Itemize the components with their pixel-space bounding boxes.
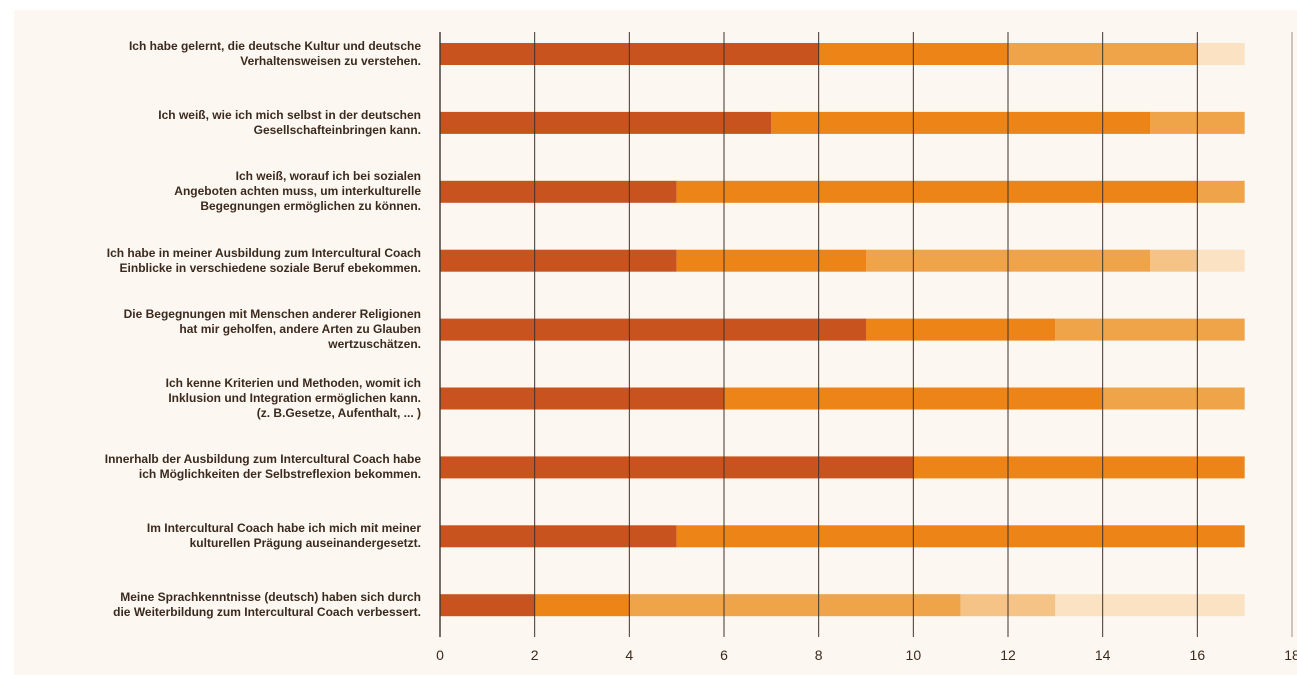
gridlines-layer [439,32,1293,637]
bar-segment-row6-s3 [1102,387,1245,410]
bar-segment-row8-s2 [676,525,1245,548]
bar-segment-row2-s2 [771,111,1150,134]
bar-segment-row4-s1 [440,249,677,272]
bar-segment-row6-s1 [440,387,724,410]
bar-segment-row8-s1 [440,525,677,548]
bar-segment-row3-s3 [1197,180,1245,203]
x-tick-label: 6 [720,647,728,663]
bar-segment-row7-s2 [913,456,1245,479]
bar-segment-row2-s1 [440,111,772,134]
category-label: Ich habe gelernt, die deutsche Kultur un… [128,39,421,68]
bar-segment-row5-s1 [440,318,866,341]
x-tick-label: 18 [1284,647,1297,663]
bar-segment-row4-s2 [676,249,866,272]
x-tick-label: 10 [906,647,922,663]
bars-layer [440,43,1245,617]
bar-segment-row3-s2 [676,180,1198,203]
bar-segment-row4-s5 [1197,249,1245,272]
bar-segment-row7-s1 [440,456,914,479]
bar-segment-row5-s2 [866,318,1056,341]
category-label: Meine Sprachkenntnisse (deutsch) haben s… [113,590,421,620]
x-tick-label: 0 [436,647,444,663]
bar-segment-row5-s3 [1055,318,1245,341]
category-label: Die Begegnungen mit Menschen anderer Rel… [123,307,421,352]
category-label: Ich habe in meiner Ausbildung zum Interc… [106,245,421,275]
category-label: Innerhalb der Ausbildung zum Intercultur… [104,452,421,482]
x-tick-label: 8 [815,647,823,663]
tick-labels-layer: 0 2 4 6 8 10 12 14 16 18 [436,647,1297,663]
category-label: Ich weiß, worauf ich bei sozialen Angebo… [174,169,421,214]
x-tick-label: 16 [1190,647,1206,663]
bar-segment-row9-s3 [629,594,961,617]
x-tick-label: 14 [1095,647,1111,663]
chart-frame: 0 2 4 6 8 10 12 14 16 18 Ich habe gelernt, die de… [14,10,1297,675]
category-label: Ich weiß, wie ich mich selbst in der deu… [158,107,421,137]
bar-segment-row9-s2 [534,594,630,617]
x-tick-label: 2 [531,647,539,663]
x-tick-label: 4 [625,647,633,663]
stacked-bar-chart: 0 2 4 6 8 10 12 14 16 18 [436,32,1297,663]
bar-segment-row4-s4 [1150,249,1198,272]
bar-segment-row9-s5 [1055,594,1245,617]
category-label: Im Intercultural Coach habe ich mich mit… [146,521,421,551]
bar-segment-row3-s1 [440,180,677,203]
bar-segment-row1-s5 [1197,43,1245,65]
x-tick-label: 12 [1000,647,1016,663]
category-label: Ich kenne Kriterien und Methoden, womit … [165,376,421,420]
bar-segment-row9-s1 [440,594,535,617]
